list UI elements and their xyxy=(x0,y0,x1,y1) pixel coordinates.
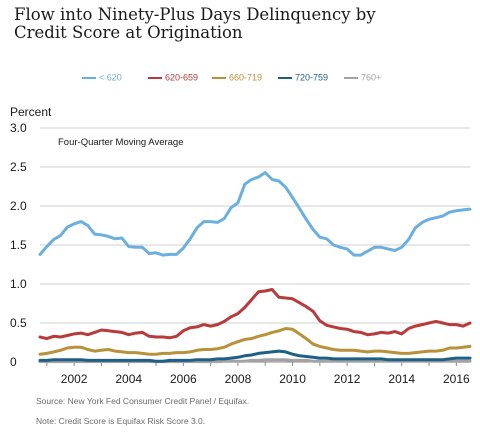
chart-annotation: Four-Quarter Moving Average xyxy=(58,137,184,148)
series-line xyxy=(38,349,472,363)
x-axis-ticks: 2002 2004 2006 2008 2010 2012 2014 2016 xyxy=(46,362,470,386)
y-tick-label: 2.0 xyxy=(10,199,27,213)
series-line xyxy=(38,171,472,257)
chart-title-line-1: Flow into Ninety-Plus Days Delinquency b… xyxy=(14,5,376,24)
x-tick-label: 2004 xyxy=(115,372,142,386)
series-line xyxy=(38,327,472,356)
y-tick-label: 1.5 xyxy=(10,238,27,252)
legend-swatch xyxy=(278,76,292,79)
x-tick-label: 2014 xyxy=(388,372,415,386)
chart-grid xyxy=(40,127,470,363)
legend-item: < 620 xyxy=(82,72,122,86)
y-tick-label: 0.5 xyxy=(10,316,27,330)
y-tick-label: 3.0 xyxy=(10,121,27,135)
y-tick-label: 1.0 xyxy=(10,277,27,291)
chart-legend: < 620 620-659 660-719 720-759 760+ xyxy=(0,72,480,86)
series-line xyxy=(38,288,472,341)
x-tick-label: 2010 xyxy=(279,372,306,386)
y-tick-label: 2.5 xyxy=(10,160,27,174)
legend-swatch xyxy=(82,76,96,79)
x-tick-label: 2016 xyxy=(443,372,470,386)
legend-label: 620-659 xyxy=(165,72,199,83)
y-tick-label: 0 xyxy=(10,355,17,369)
chart-series xyxy=(38,171,472,364)
chart-title-line-2: Credit Score at Origination xyxy=(14,23,243,42)
source-note: Source: New York Fed Consumer Credit Pan… xyxy=(36,396,250,406)
legend-item: 760+ xyxy=(344,72,381,86)
x-tick-label: 2008 xyxy=(225,372,252,386)
legend-item: 720-759 xyxy=(278,72,328,86)
legend-item: 620-659 xyxy=(148,72,198,86)
y-axis-label: Percent xyxy=(10,105,52,119)
legend-swatch xyxy=(212,76,226,79)
x-tick-label: 2006 xyxy=(170,372,197,386)
x-tick-label: 2012 xyxy=(334,372,361,386)
chart-title: Flow into Ninety-Plus Days Delinquency b… xyxy=(14,6,454,42)
legend-label: < 620 xyxy=(99,72,122,83)
legend-swatch xyxy=(344,76,358,79)
footnote: Note: Credit Score is Equifax Risk Score… xyxy=(36,416,206,426)
legend-label: 760+ xyxy=(361,72,382,83)
x-tick-label: 2002 xyxy=(61,372,88,386)
legend-label: 660-719 xyxy=(229,72,263,83)
legend-swatch xyxy=(148,76,162,79)
legend-item: 660-719 xyxy=(212,72,262,86)
y-axis-ticks: 0 0.5 1.0 1.5 2.0 2.5 3.0 xyxy=(10,121,27,369)
legend-label: 720-759 xyxy=(295,72,329,83)
